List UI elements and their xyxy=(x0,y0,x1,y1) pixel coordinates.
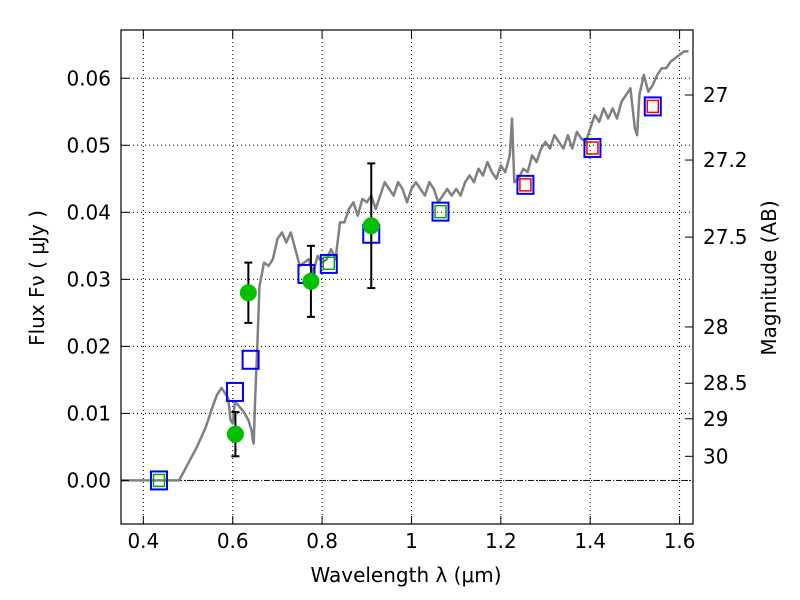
observed-photometry-square xyxy=(434,204,447,219)
measured-flux-point xyxy=(239,284,257,302)
x-tick-label: 1.4 xyxy=(574,529,606,553)
y2-axis-title: Magnitude (AB) xyxy=(757,200,781,355)
y-tick-label: 0.04 xyxy=(66,200,111,224)
observed-photometry-square xyxy=(519,178,532,192)
plot-frame xyxy=(120,29,694,525)
y-tick-label: 0.03 xyxy=(66,267,111,291)
model-photometry-square xyxy=(225,381,244,402)
y-tick-label: 0.02 xyxy=(66,334,111,358)
y2-tick-label: 28.5 xyxy=(703,371,748,395)
measured-flux-point xyxy=(226,425,244,443)
y2-tick-label: 27.2 xyxy=(703,148,748,172)
measured-flux-point xyxy=(302,272,320,290)
y-tick-label: 0.06 xyxy=(66,66,111,90)
y2-tick-label: 28 xyxy=(703,315,728,339)
y2-tick-label: 27 xyxy=(703,83,728,107)
y-tick-label: 0.05 xyxy=(66,133,111,157)
x-tick-label: 0.8 xyxy=(306,529,338,553)
model-photometry-square xyxy=(149,470,168,491)
x-tick-label: 1.2 xyxy=(485,529,517,553)
model-photometry-square xyxy=(643,96,662,117)
model-photometry-square xyxy=(319,253,338,274)
axes: 0.4 0.6 0.8 1 1.2 1.4 1.6 0.00 0.01 0.02 0.03 0.04 0… xyxy=(66,29,748,553)
model-photometry-square xyxy=(431,201,450,222)
observed-photometry-square xyxy=(586,141,599,155)
model-photometry-square xyxy=(516,174,535,195)
y2-tick-label: 30 xyxy=(703,444,728,468)
x-tick-label: 0.4 xyxy=(127,529,159,553)
y-tick-label: 0.00 xyxy=(66,468,111,492)
observed-photometry-square xyxy=(646,99,660,114)
sed-model-line xyxy=(121,50,689,482)
measured-flux-point xyxy=(362,217,380,235)
y2-tick-label: 27.5 xyxy=(703,225,748,249)
y2-tick-label: 29 xyxy=(703,407,728,431)
x-tick-label: 1.6 xyxy=(664,529,696,553)
x-tick-label: 0.6 xyxy=(217,529,249,553)
x-tick-label: 1 xyxy=(405,529,418,553)
series xyxy=(121,50,689,491)
observed-photometry-square xyxy=(152,473,166,488)
y-tick-label: 0.01 xyxy=(66,401,111,425)
model-photometry-square xyxy=(583,137,602,158)
grid xyxy=(121,30,693,524)
x-axis-title: Wavelength λ (μm) xyxy=(310,563,501,587)
model-photometry-square xyxy=(241,349,260,370)
y-axis-title: Flux Fν ( μJy ) xyxy=(25,210,49,346)
observed-photometry-square xyxy=(322,256,336,271)
